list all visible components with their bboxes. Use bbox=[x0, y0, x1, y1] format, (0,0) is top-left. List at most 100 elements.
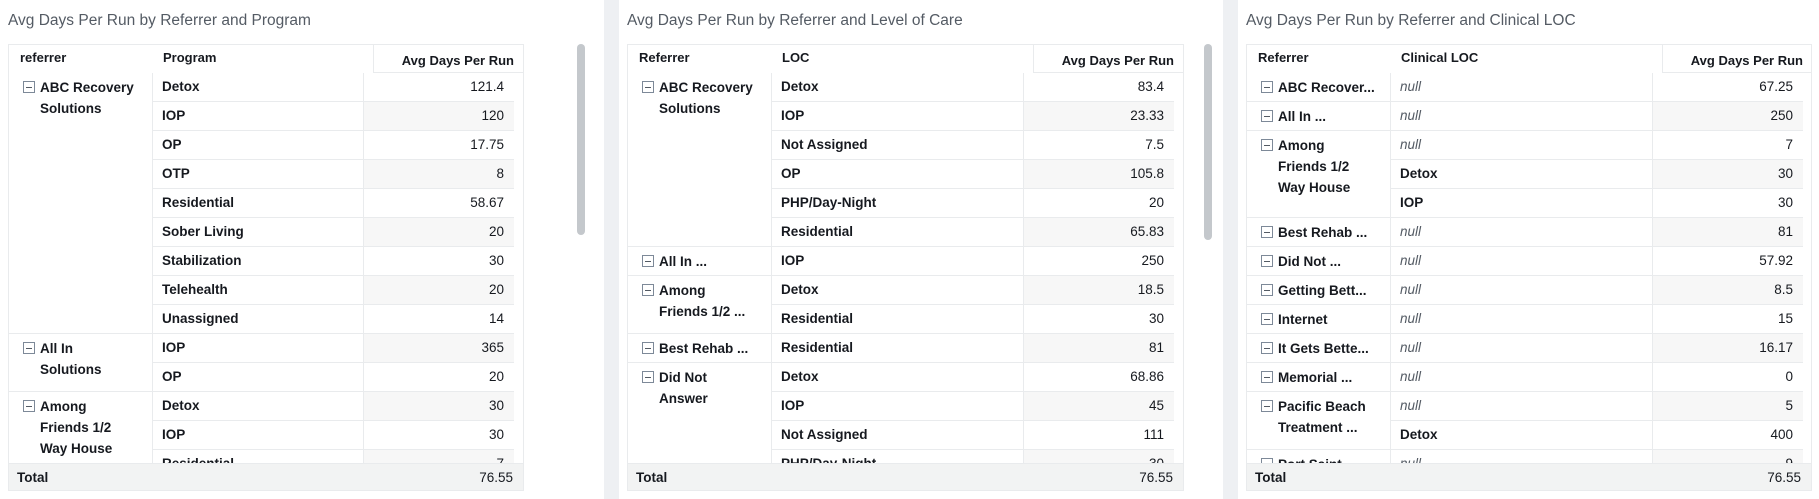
value-cell: 250 bbox=[1023, 247, 1174, 276]
group-label: All In ... bbox=[659, 254, 708, 269]
collapse-toggle-icon[interactable] bbox=[642, 284, 654, 296]
table-row[interactable]: Telehealth 20 bbox=[152, 276, 514, 305]
table-row[interactable]: null 16.17 bbox=[1390, 334, 1803, 363]
scrollbar-thumb[interactable] bbox=[1204, 44, 1212, 240]
table-row[interactable]: Residential 81 bbox=[771, 334, 1174, 363]
table-row[interactable]: null 9 bbox=[1390, 450, 1803, 464]
row-child-cell: Residential bbox=[152, 189, 363, 218]
table-row[interactable]: Detox 18.5 bbox=[771, 276, 1174, 305]
table-row[interactable]: OP 105.8 bbox=[771, 160, 1174, 189]
table-row[interactable]: IOP 250 bbox=[771, 247, 1174, 276]
row-child-cell: OP bbox=[152, 131, 363, 160]
collapse-toggle-icon[interactable] bbox=[642, 81, 654, 93]
table-row[interactable]: Residential 58.67 bbox=[152, 189, 514, 218]
row-child-cell: null bbox=[1390, 218, 1652, 247]
table-row[interactable]: Sober Living 20 bbox=[152, 218, 514, 247]
row-group-header: Getting Bett... bbox=[1247, 276, 1390, 305]
table-row[interactable]: IOP 120 bbox=[152, 102, 514, 131]
table-body: ABC Recovery Solutions Detox 121.4 IOP 120 OP… bbox=[9, 73, 523, 464]
table-row[interactable]: Unassigned 14 bbox=[152, 305, 514, 334]
value-cell: 30 bbox=[1023, 450, 1174, 464]
table-row[interactable]: IOP 45 bbox=[771, 392, 1174, 421]
row-child-cell: null bbox=[1390, 73, 1652, 102]
collapse-toggle-icon[interactable] bbox=[1261, 342, 1273, 354]
collapse-toggle-icon[interactable] bbox=[1261, 284, 1273, 296]
value-cell: 121.4 bbox=[363, 73, 514, 102]
table-row[interactable]: null 0 bbox=[1390, 363, 1803, 392]
table-row[interactable]: Not Assigned 111 bbox=[771, 421, 1174, 450]
header-avg-days[interactable]: Avg Days Per Run bbox=[1033, 45, 1183, 73]
collapse-toggle-icon[interactable] bbox=[1261, 400, 1273, 412]
table-row[interactable]: null 15 bbox=[1390, 305, 1803, 334]
value-cell: 250 bbox=[1652, 102, 1803, 131]
collapse-toggle-icon[interactable] bbox=[1261, 371, 1273, 383]
collapse-toggle-icon[interactable] bbox=[1261, 313, 1273, 325]
table-row[interactable]: Detox 83.4 bbox=[771, 73, 1174, 102]
row-child-cell: Residential bbox=[771, 305, 1023, 334]
vertical-scrollbar[interactable] bbox=[577, 44, 585, 464]
row-group-header: ABC Recover... bbox=[1247, 73, 1390, 102]
collapse-toggle-icon[interactable] bbox=[642, 342, 654, 354]
table-row[interactable]: null 8.5 bbox=[1390, 276, 1803, 305]
row-child-cell: PHP/Day-Night bbox=[771, 450, 1023, 464]
table-row[interactable]: null 81 bbox=[1390, 218, 1803, 247]
table-row[interactable]: OTP 8 bbox=[152, 160, 514, 189]
table-row[interactable]: IOP 365 bbox=[152, 334, 514, 363]
table-row[interactable]: Residential 30 bbox=[771, 305, 1174, 334]
table-row[interactable]: null 67.25 bbox=[1390, 73, 1803, 102]
table-row[interactable]: IOP 30 bbox=[152, 421, 514, 450]
vertical-scrollbar[interactable] bbox=[1204, 44, 1212, 464]
group-label: Internet bbox=[1278, 312, 1328, 327]
table-row[interactable]: Detox 121.4 bbox=[152, 73, 514, 102]
table-row[interactable]: null 250 bbox=[1390, 102, 1803, 131]
table-row[interactable]: OP 20 bbox=[152, 363, 514, 392]
table-row[interactable]: IOP 30 bbox=[1390, 189, 1803, 218]
header-avg-days[interactable]: Avg Days Per Run bbox=[1662, 45, 1811, 73]
table-row[interactable]: Detox 400 bbox=[1390, 421, 1803, 450]
row-group-header: Among Friends 1/2 Way House bbox=[9, 392, 152, 464]
table-row[interactable]: PHP/Day-Night 30 bbox=[771, 450, 1174, 464]
value-cell: 81 bbox=[1023, 334, 1174, 363]
table-header: referrer Program Avg Days Per Run bbox=[9, 45, 523, 73]
table-row[interactable]: null 5 bbox=[1390, 392, 1803, 421]
collapse-toggle-icon[interactable] bbox=[1261, 226, 1273, 238]
header-loc[interactable]: LOC bbox=[782, 50, 810, 65]
table-row[interactable]: Detox 30 bbox=[1390, 160, 1803, 189]
table-row[interactable]: Not Assigned 7.5 bbox=[771, 131, 1174, 160]
collapse-toggle-icon[interactable] bbox=[1261, 458, 1273, 464]
scrollbar-thumb[interactable] bbox=[577, 44, 585, 235]
collapse-toggle-icon[interactable] bbox=[642, 371, 654, 383]
table-row[interactable]: null 57.92 bbox=[1390, 247, 1803, 276]
header-referrer[interactable]: Referrer bbox=[639, 50, 690, 65]
collapse-toggle-icon[interactable] bbox=[1261, 255, 1273, 267]
collapse-toggle-icon[interactable] bbox=[1261, 81, 1273, 93]
table-row[interactable]: Residential 7 bbox=[152, 450, 514, 464]
row-child-cell: OP bbox=[771, 160, 1023, 189]
table-row[interactable]: Detox 68.86 bbox=[771, 363, 1174, 392]
header-referrer[interactable]: Referrer bbox=[1258, 50, 1309, 65]
header-referrer[interactable]: referrer bbox=[20, 50, 67, 65]
header-program[interactable]: Program bbox=[163, 50, 217, 65]
value-cell: 30 bbox=[363, 421, 514, 450]
header-avg-days[interactable]: Avg Days Per Run bbox=[373, 45, 523, 73]
table-row[interactable]: Detox 30 bbox=[152, 392, 514, 421]
group-label: Best Rehab ... bbox=[1278, 225, 1368, 240]
collapse-toggle-icon[interactable] bbox=[23, 342, 35, 354]
table-row[interactable]: PHP/Day-Night 20 bbox=[771, 189, 1174, 218]
header-clinical-loc[interactable]: Clinical LOC bbox=[1401, 50, 1479, 65]
collapse-toggle-icon[interactable] bbox=[1261, 110, 1273, 122]
table-row[interactable]: IOP 23.33 bbox=[771, 102, 1174, 131]
collapse-toggle-icon[interactable] bbox=[23, 81, 35, 93]
value-cell: 20 bbox=[1023, 189, 1174, 218]
value-cell: 20 bbox=[363, 276, 514, 305]
collapse-toggle-icon[interactable] bbox=[642, 255, 654, 267]
panel-title: Avg Days Per Run by Referrer and Program bbox=[8, 12, 311, 29]
collapse-toggle-icon[interactable] bbox=[1261, 139, 1273, 151]
table-row[interactable]: null 7 bbox=[1390, 131, 1803, 160]
table-row[interactable]: Residential 65.83 bbox=[771, 218, 1174, 247]
total-label: Total bbox=[636, 470, 668, 485]
collapse-toggle-icon[interactable] bbox=[23, 400, 35, 412]
table-row[interactable]: Stabilization 30 bbox=[152, 247, 514, 276]
table-row[interactable]: OP 17.75 bbox=[152, 131, 514, 160]
row-group-header: Best Rehab ... bbox=[1247, 218, 1390, 247]
